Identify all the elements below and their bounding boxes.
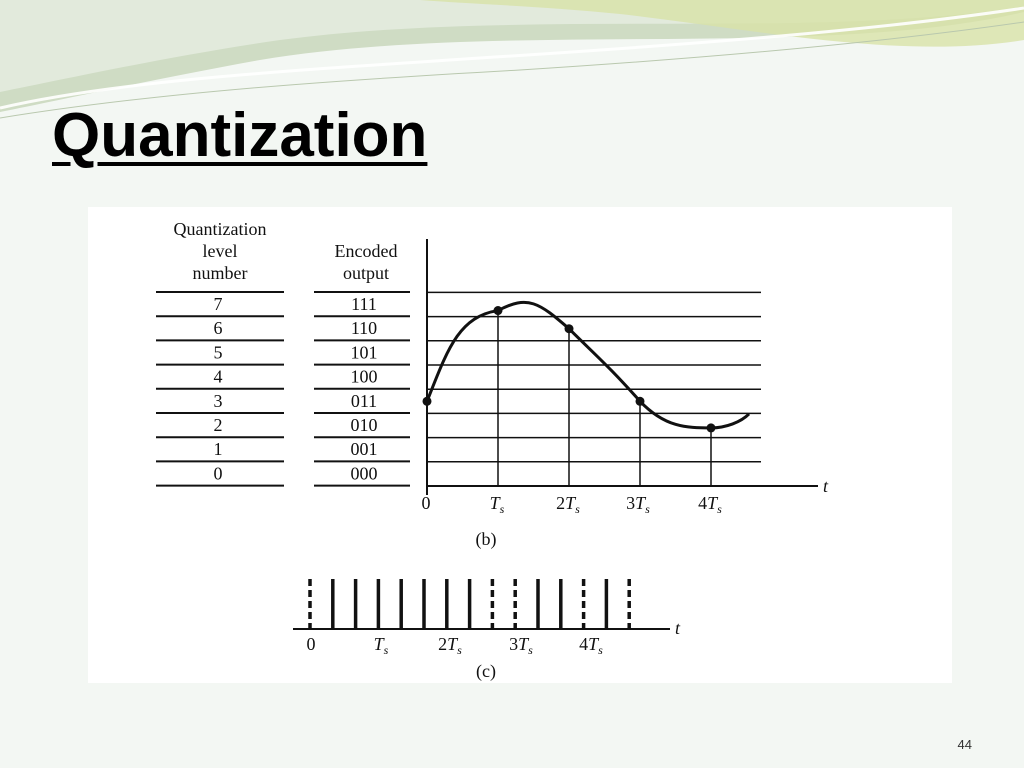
level-number-3: 3 <box>214 391 223 411</box>
plot-b-tick-ts: Ts <box>490 493 505 516</box>
plot-c-tick-0: 0 <box>307 634 316 654</box>
code-header-line-1: Encoded <box>335 241 398 261</box>
plot-b-caption: (b) <box>476 529 497 550</box>
page-number: 44 <box>957 737 972 752</box>
plot-c-tick-3ts: 3Ts <box>509 634 533 657</box>
plot-c-tick-2ts: 2Ts <box>438 634 462 657</box>
plot-b-tick-3ts: 3Ts <box>626 493 650 516</box>
encoded-output-000: 000 <box>351 463 378 483</box>
encoded-output-101: 101 <box>351 342 378 362</box>
quantization-figure: Quantization level number Encoded output… <box>88 207 952 683</box>
encoded-output-001: 001 <box>351 439 378 459</box>
header-swoosh-decoration <box>0 0 1024 119</box>
sample-point-0 <box>422 396 432 406</box>
level-number-7: 7 <box>214 294 223 314</box>
sample-point-3 <box>635 396 645 406</box>
plot-b-tick-0: 0 <box>422 493 431 513</box>
sample-point-2 <box>564 324 574 334</box>
plot-c-caption: (c) <box>476 661 496 682</box>
sample-point-1 <box>493 306 503 316</box>
level-header-line-2: level <box>203 241 238 261</box>
plot-c-axis-label: t <box>675 618 681 638</box>
level-number-4: 4 <box>214 367 223 387</box>
level-number-2: 2 <box>214 415 223 435</box>
plot-b-tick-2ts: 2Ts <box>556 493 580 516</box>
plot-b-axis-label: t <box>823 476 829 496</box>
plot-c-tick-ts: Ts <box>374 634 389 657</box>
level-header-line-3: number <box>193 263 248 283</box>
figure-canvas: Quantization level number Encoded output… <box>156 219 829 682</box>
sample-point-4 <box>706 423 716 433</box>
encoded-output-010: 010 <box>351 415 378 435</box>
level-number-1: 1 <box>214 439 223 459</box>
encoded-output-110: 110 <box>351 318 377 338</box>
encoded-output-100: 100 <box>351 367 378 387</box>
level-header-line-1: Quantization <box>174 219 267 239</box>
slide-title: Quantization <box>52 101 428 170</box>
level-number-5: 5 <box>214 342 223 362</box>
code-header-line-2: output <box>343 263 389 283</box>
plot-c <box>293 579 670 630</box>
level-number-6: 6 <box>214 318 223 338</box>
encoded-output-111: 111 <box>351 294 377 314</box>
encoded-output-011: 011 <box>351 391 377 411</box>
plot-b <box>422 239 818 495</box>
plot-c-tick-4ts: 4Ts <box>579 634 603 657</box>
plot-b-tick-4ts: 4Ts <box>698 493 722 516</box>
level-number-0: 0 <box>214 463 223 483</box>
